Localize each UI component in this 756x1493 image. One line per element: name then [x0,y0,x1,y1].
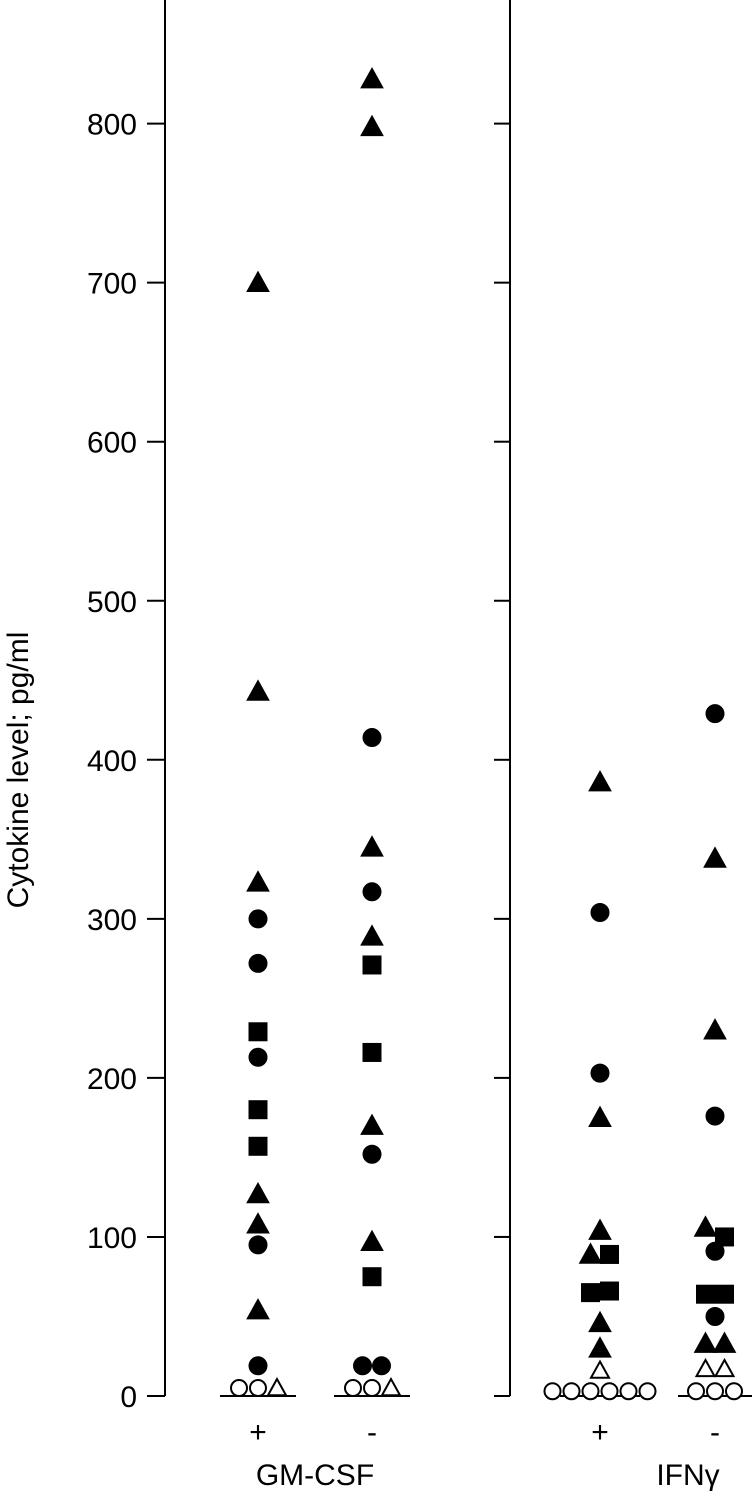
data-point-square [600,1244,619,1264]
data-point-circle [725,1382,743,1401]
data-point-triangle [360,924,384,946]
data-point-circle [590,902,610,922]
data-point-square [600,1281,619,1301]
y-axis-label: Cytokine level; pg/ml [2,632,35,909]
data-point-triangle [246,1298,270,1320]
data-point-triangle [703,846,727,868]
data-point-square [696,1284,715,1304]
y-tick-label: 300 [87,904,137,937]
data-point-triangle [246,870,270,892]
group-label: GM-CSF [256,1459,374,1492]
data-point-triangle [246,1181,270,1204]
data-point-square [362,1042,382,1062]
data-point-circle [705,1106,725,1126]
y-tick-label: 500 [87,586,137,619]
data-point-circle [543,1382,562,1401]
y-tick-label: 700 [87,268,137,301]
data-point-circle [590,1063,610,1083]
data-point-triangle [360,67,384,89]
data-point-triangle [713,1357,736,1378]
data-point-circle [362,1144,382,1164]
data-point-square [248,1100,268,1120]
data-point-square [248,1136,268,1156]
data-point-triangle [588,1105,612,1127]
data-point-circle [705,1306,725,1326]
y-tick-label: 400 [87,745,137,778]
y-tick-label: 100 [87,1222,137,1255]
data-point-triangle [693,1331,718,1353]
data-point-triangle [712,1331,737,1353]
data-point-triangle [360,1113,384,1135]
data-point-triangle [588,1218,612,1240]
data-point-circle [248,1356,268,1376]
data-point-circle [248,909,268,929]
data-point-square [248,1022,268,1042]
data-point-square [715,1284,734,1304]
data-point-circle [248,1047,268,1067]
data-point-square [715,1227,734,1247]
data-point-circle [638,1382,657,1401]
data-point-circle [372,1356,391,1376]
category-label: - [367,1416,377,1449]
data-point-triangle [588,1310,612,1333]
data-point-triangle [589,1359,611,1379]
data-point-triangle [380,1376,402,1397]
data-point-triangle [694,1357,717,1378]
data-point-circle [619,1382,638,1401]
data-point-circle [562,1382,581,1401]
data-point-triangle [360,114,384,137]
data-point-square [362,955,382,975]
category-label: + [249,1416,267,1449]
data-point-triangle [246,270,270,292]
data-point-triangle [246,1212,270,1234]
data-point-triangle [360,835,384,857]
data-point-circle [687,1382,705,1401]
data-point-circle [600,1382,619,1401]
data-point-square [362,1267,382,1287]
y-tick-label: 800 [87,109,137,142]
data-point-triangle [360,1229,384,1252]
y-tick-label: 200 [87,1063,137,1096]
data-point-circle [363,1379,381,1398]
data-point-triangle [266,1376,288,1397]
data-point-circle [581,1382,600,1401]
data-point-circle [249,1379,267,1398]
data-point-square [581,1283,600,1303]
data-point-circle [230,1379,248,1398]
data-point-circle [706,1382,724,1401]
data-point-circle [248,953,268,973]
data-point-circle [705,1241,725,1261]
data-point-circle [362,882,382,902]
data-point-circle [705,704,725,724]
data-point-circle [248,1235,268,1255]
data-point-circle [344,1379,362,1398]
data-point-triangle [588,1336,612,1358]
y-tick-label: 600 [87,427,137,460]
data-point-triangle [246,679,270,701]
data-point-triangle [693,1215,718,1237]
group-label: IFNγ [656,1459,719,1492]
data-point-triangle [588,770,612,792]
data-point-circle [353,1356,372,1376]
y-tick-label: 0 [120,1381,137,1414]
category-label: + [591,1416,609,1449]
data-point-triangle [703,1018,727,1040]
data-point-triangle [578,1242,603,1264]
data-point-circle [362,728,382,748]
category-label: - [710,1416,720,1449]
